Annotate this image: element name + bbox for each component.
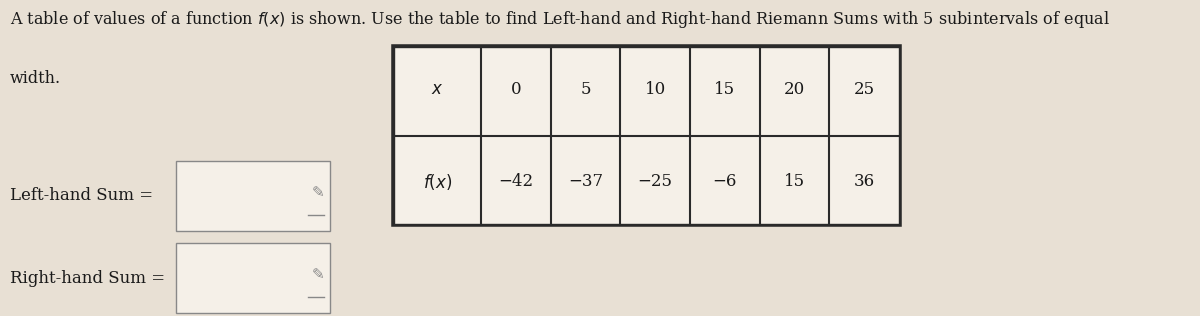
Text: −37: −37: [568, 173, 604, 190]
Text: −42: −42: [498, 173, 534, 190]
Text: 20: 20: [784, 82, 805, 98]
Text: ✎: ✎: [311, 267, 324, 283]
Text: 5: 5: [581, 82, 590, 98]
Text: −6: −6: [713, 173, 737, 190]
Text: 25: 25: [853, 82, 875, 98]
Text: 15: 15: [714, 82, 736, 98]
Text: Right-hand Sum =: Right-hand Sum =: [10, 270, 164, 287]
Text: $x$: $x$: [431, 82, 444, 98]
FancyBboxPatch shape: [176, 161, 330, 231]
Text: ✎: ✎: [311, 185, 324, 200]
Text: −25: −25: [637, 173, 673, 190]
Text: A table of values of a function $f(x)$ is shown. Use the table to find Left-hand: A table of values of a function $f(x)$ i…: [10, 9, 1110, 30]
Text: 15: 15: [784, 173, 805, 190]
Text: $f(x)$: $f(x)$: [422, 172, 452, 192]
Text: 10: 10: [644, 82, 666, 98]
Text: Left-hand Sum =: Left-hand Sum =: [10, 187, 152, 204]
Text: width.: width.: [10, 70, 61, 87]
Text: 36: 36: [853, 173, 875, 190]
FancyBboxPatch shape: [176, 243, 330, 313]
Text: 0: 0: [511, 82, 521, 98]
